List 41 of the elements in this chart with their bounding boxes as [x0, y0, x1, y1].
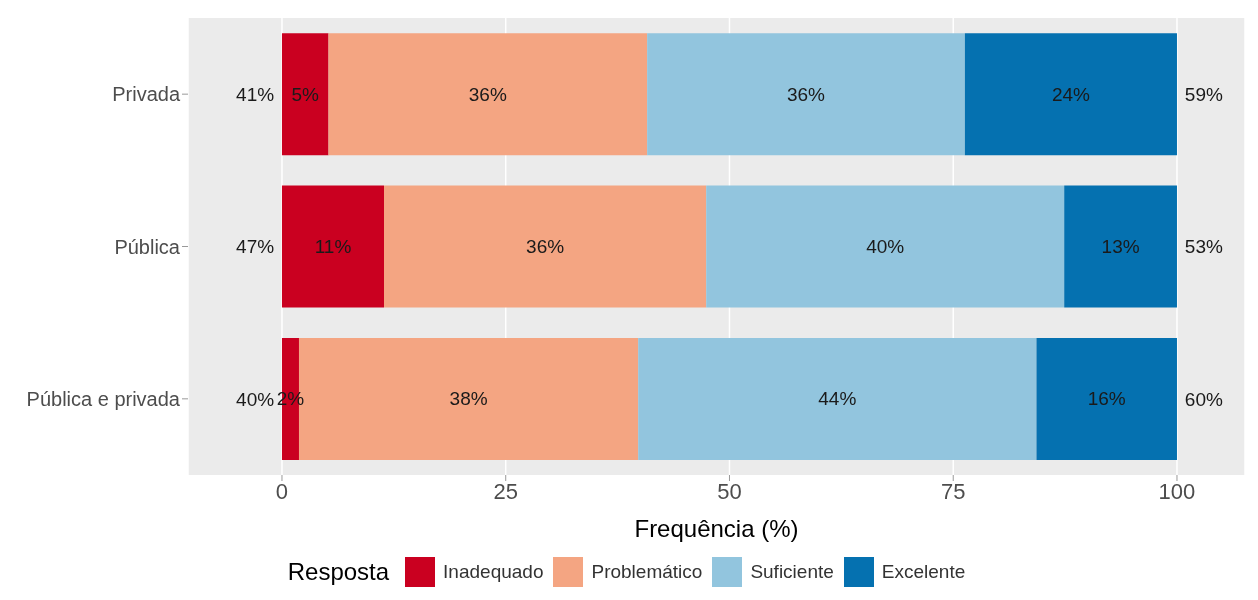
bar: [1064, 185, 1177, 308]
data-label: 44%: [818, 388, 857, 410]
x-tick-label: 75: [940, 478, 966, 504]
data-label: 36%: [468, 83, 507, 105]
annotation: 53%: [1184, 236, 1223, 258]
bar: [647, 33, 965, 156]
data-label: 11%: [314, 236, 352, 258]
data-label: 36%: [786, 83, 826, 105]
data-label: 5%: [291, 83, 320, 105]
x-tick-label: 100: [1158, 478, 1196, 504]
x-tick-label: 50: [717, 478, 742, 504]
legend-label: Excelente: [880, 560, 966, 584]
bar: [706, 185, 1065, 308]
legend-label: Inadequado: [442, 560, 544, 584]
x-tick-label: 25: [493, 478, 518, 504]
bar: [281, 33, 329, 156]
bar: [328, 33, 648, 156]
annotation: 40%: [236, 388, 275, 410]
annotation: 60%: [1184, 388, 1223, 410]
bar: [1036, 337, 1177, 460]
y-tick-label: Privada: [112, 83, 181, 106]
data-label: 36%: [526, 236, 565, 258]
bar: [964, 33, 1177, 156]
legend-label: Suficiente: [749, 560, 834, 584]
annotation: 47%: [236, 236, 275, 258]
legend-label: Problemático: [590, 560, 703, 584]
bar: [384, 185, 707, 308]
legend-title: Resposta: [287, 558, 390, 586]
x-tick-label: 0: [275, 478, 289, 504]
annotation: 41%: [236, 83, 275, 105]
bar: [638, 337, 1037, 460]
data-label: 40%: [866, 236, 905, 258]
data-label: 13%: [1101, 236, 1140, 258]
y-tick-label: Pública: [114, 235, 181, 258]
annotation: 59%: [1184, 83, 1223, 105]
x-axis-title: Frequência (%): [634, 515, 799, 542]
data-label: 24%: [1051, 83, 1091, 105]
data-label: 16%: [1087, 388, 1126, 410]
bar: [281, 185, 385, 308]
data-label: 38%: [449, 388, 488, 410]
y-tick-label: Pública e privada: [26, 387, 181, 410]
